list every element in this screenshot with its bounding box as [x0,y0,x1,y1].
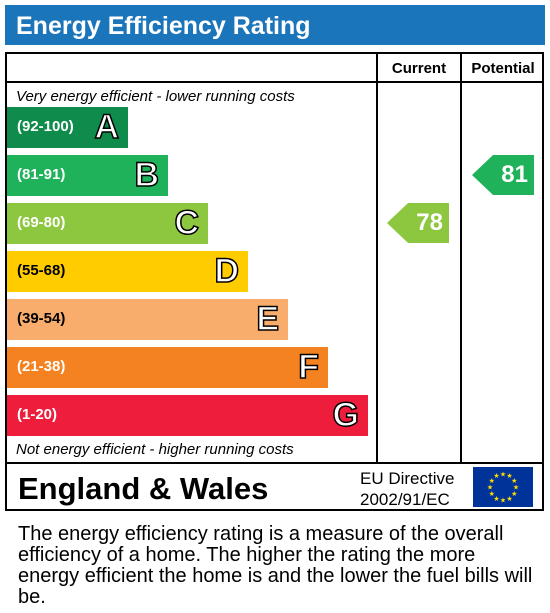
band-g: (1-20) G [7,395,368,436]
current-column-divider [376,52,378,464]
eu-star-icon: ★ [487,484,493,492]
current-rating-value: 78 [416,209,443,236]
band-letter: A [94,108,120,147]
eu-star-icon: ★ [511,477,517,485]
band-letter: D [214,252,240,291]
title-bar: Energy Efficiency Rating [5,5,545,45]
eu-directive-line2: 2002/91/EC [360,490,450,509]
header-divider [5,81,544,83]
band-b: (81-91) B [7,155,168,196]
country-label: England & Wales [18,471,269,506]
band-letter: G [332,396,360,435]
eu-star-icon: ★ [506,495,512,503]
band-a: (92-100) A [7,107,128,148]
eu-star-icon: ★ [500,471,506,479]
band-letter: C [174,204,200,243]
band-letter: B [134,156,160,195]
eu-star-icon: ★ [500,497,506,505]
potential-rating-value: 81 [501,161,528,188]
eu-flag-icon: ★ ★ ★ ★ ★ ★ ★ ★ ★ ★ ★ ★ [473,467,533,507]
potential-column-divider [460,52,462,464]
eu-star-icon: ★ [493,495,499,503]
eu-star-icon: ★ [511,490,517,498]
eu-star-icon: ★ [493,472,499,480]
eu-directive: EU Directive 2002/91/EC [360,468,454,510]
current-rating-arrow: 78 [387,203,449,243]
eu-directive-line1: EU Directive [360,469,455,488]
eu-star-icon: ★ [513,484,519,492]
band-c: (69-80) C [7,203,208,244]
current-column-header: Current [391,60,447,77]
band-range-label: (1-20) [17,406,58,423]
footer-divider [5,462,544,464]
eu-star-icon: ★ [506,472,512,480]
band-d: (55-68) D [7,251,248,292]
description: The energy efficiency rating is a measur… [18,523,533,608]
chart-title: Energy Efficiency Rating [16,12,311,40]
band-range-label: (55-68) [17,262,66,279]
band-range-label: (81-91) [17,166,66,183]
band-letter: E [256,300,280,339]
rating-frame [5,52,544,511]
band-f: (21-38) F [7,347,328,388]
eu-star-icon: ★ [489,477,495,485]
potential-column-header: Potential [471,60,535,77]
eu-star-icon: ★ [489,490,495,498]
band-range-label: (92-100) [17,118,74,135]
potential-rating-arrow: 81 [472,155,534,195]
bottom-caption: Not energy efficient - higher running co… [16,441,294,458]
band-range-label: (21-38) [17,358,66,375]
band-range-label: (69-80) [17,214,66,231]
band-range-label: (39-54) [17,310,66,327]
band-letter: F [297,348,319,387]
band-e: (39-54) E [7,299,288,340]
top-caption: Very energy efficient - lower running co… [16,88,295,105]
